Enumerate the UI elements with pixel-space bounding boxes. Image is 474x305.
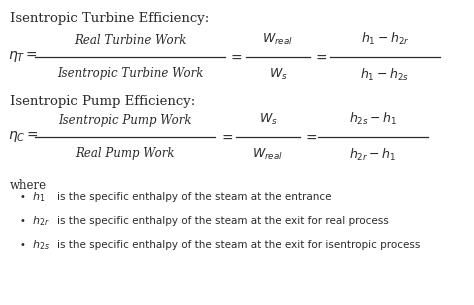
Text: where: where (10, 179, 47, 192)
Text: $\eta_C =$: $\eta_C =$ (8, 130, 39, 145)
Text: $W_s$: $W_s$ (259, 112, 277, 127)
Text: •: • (19, 240, 25, 250)
Text: $h_{2r} - h_1$: $h_{2r} - h_1$ (349, 147, 397, 163)
Text: Isentropic Turbine Efficiency:: Isentropic Turbine Efficiency: (10, 12, 209, 25)
Text: Isentropic Pump Efficiency:: Isentropic Pump Efficiency: (10, 95, 195, 108)
Text: Isentropic Turbine Work: Isentropic Turbine Work (57, 67, 203, 80)
Text: Real Turbine Work: Real Turbine Work (74, 34, 186, 47)
Text: $W_s$: $W_s$ (269, 67, 287, 82)
Text: is the specific enthalpy of the steam at the entrance: is the specific enthalpy of the steam at… (57, 192, 331, 202)
Text: $=$: $=$ (312, 50, 328, 64)
Text: $h_1$: $h_1$ (32, 190, 46, 204)
Text: $W_{real}$: $W_{real}$ (253, 147, 283, 162)
Text: is the specific enthalpy of the steam at the exit for isentropic process: is the specific enthalpy of the steam at… (57, 240, 420, 250)
Text: Real Pump Work: Real Pump Work (75, 147, 175, 160)
Text: Isentropic Pump Work: Isentropic Pump Work (58, 114, 192, 127)
Text: $=$: $=$ (219, 130, 233, 144)
Text: $h_1 - h_{2s}$: $h_1 - h_{2s}$ (360, 67, 410, 83)
Text: •: • (19, 192, 25, 202)
Text: $\eta_T =$: $\eta_T =$ (8, 49, 38, 64)
Text: $h_{2s}$: $h_{2s}$ (32, 238, 50, 252)
Text: $h_{2r}$: $h_{2r}$ (32, 214, 50, 228)
Text: $h_1 - h_{2r}$: $h_1 - h_{2r}$ (361, 31, 410, 47)
Text: $h_{2s} - h_1$: $h_{2s} - h_1$ (349, 111, 397, 127)
Text: is the specific enthalpy of the steam at the exit for real process: is the specific enthalpy of the steam at… (57, 216, 389, 226)
Text: •: • (19, 216, 25, 226)
Text: $=$: $=$ (228, 50, 242, 64)
Text: $=$: $=$ (302, 130, 318, 144)
Text: $W_{real}$: $W_{real}$ (263, 32, 293, 47)
